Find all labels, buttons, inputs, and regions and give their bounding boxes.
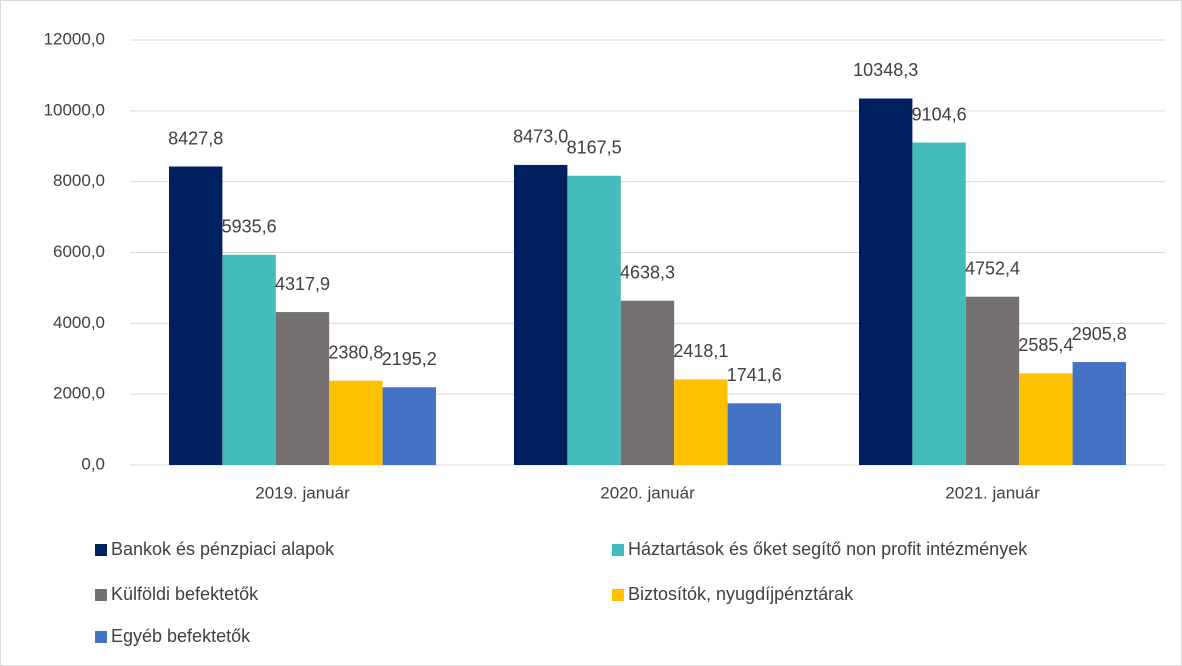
value-label: 9104,6 bbox=[912, 104, 967, 124]
x-tick-label: 2021. január bbox=[945, 483, 1040, 502]
value-label: 8167,5 bbox=[567, 137, 622, 157]
value-label: 4317,9 bbox=[275, 274, 330, 294]
value-label: 2585,4 bbox=[1018, 335, 1073, 355]
y-tick-label: 12000,0 bbox=[44, 29, 105, 48]
bar bbox=[1019, 373, 1073, 465]
legend-label: Külföldi befektetők bbox=[111, 584, 259, 604]
legend-swatch bbox=[95, 631, 107, 643]
value-label: 5935,6 bbox=[222, 217, 277, 237]
value-label: 8427,8 bbox=[168, 128, 223, 148]
value-label: 2905,8 bbox=[1072, 324, 1127, 344]
y-tick-label: 6000,0 bbox=[53, 242, 105, 261]
value-label: 2380,8 bbox=[328, 342, 383, 362]
legend-label: Háztartások és őket segítő non profit in… bbox=[628, 539, 1028, 559]
legend-swatch bbox=[612, 544, 624, 556]
value-label: 2195,2 bbox=[382, 349, 437, 369]
legend-swatch bbox=[95, 589, 107, 601]
value-label: 2418,1 bbox=[673, 341, 728, 361]
y-tick-label: 4000,0 bbox=[53, 313, 105, 332]
bar bbox=[329, 380, 383, 465]
bar bbox=[169, 166, 223, 465]
legend-swatch bbox=[612, 589, 624, 601]
legend-label: Biztosítók, nyugdíjpénztárak bbox=[628, 584, 854, 604]
bar bbox=[859, 98, 913, 465]
value-label: 1741,6 bbox=[727, 365, 782, 385]
y-tick-label: 10000,0 bbox=[44, 100, 105, 119]
bar bbox=[275, 312, 330, 465]
bar bbox=[567, 175, 621, 465]
legend-label: Bankok és pénzpiaci alapok bbox=[111, 539, 335, 559]
value-label: 4638,3 bbox=[620, 262, 675, 282]
bar bbox=[620, 300, 675, 465]
bar bbox=[912, 142, 966, 465]
legend-swatch bbox=[95, 544, 107, 556]
y-tick-label: 8000,0 bbox=[53, 171, 105, 190]
bar bbox=[965, 296, 1020, 465]
y-tick-label: 2000,0 bbox=[53, 384, 105, 403]
bar bbox=[222, 254, 276, 465]
x-tick-label: 2020. január bbox=[600, 483, 695, 502]
bar bbox=[1072, 362, 1126, 465]
value-label: 4752,4 bbox=[965, 258, 1020, 278]
bar bbox=[514, 164, 568, 465]
bar bbox=[674, 379, 728, 465]
x-tick-label: 2019. január bbox=[255, 483, 350, 502]
bar bbox=[727, 403, 781, 465]
value-label: 10348,3 bbox=[853, 60, 918, 80]
value-label: 8473,0 bbox=[513, 127, 568, 147]
bar bbox=[382, 387, 436, 465]
y-tick-label: 0,0 bbox=[81, 454, 105, 473]
legend-label: Egyéb befektetők bbox=[111, 626, 251, 646]
